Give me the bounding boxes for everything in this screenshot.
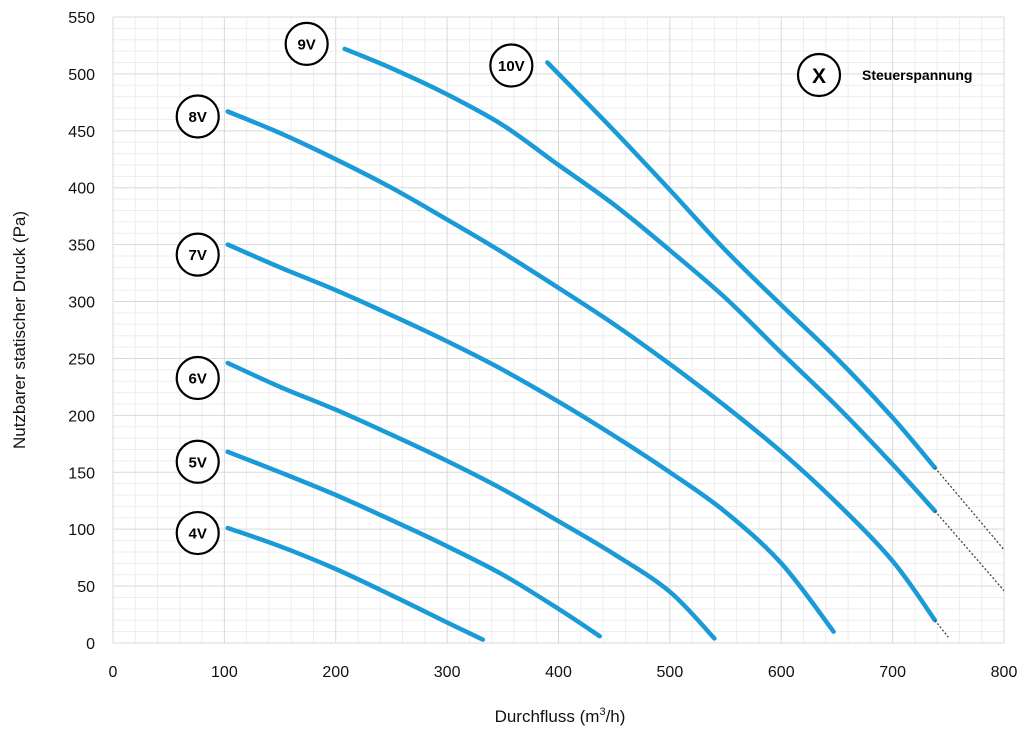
y-tick-label: 550 <box>68 10 95 27</box>
x-tick-label: 300 <box>434 664 461 681</box>
curve-6v <box>225 360 717 641</box>
curve-10v-extrapolation <box>934 467 1005 551</box>
y-tick-label: 350 <box>68 238 95 255</box>
curve-group <box>225 46 938 642</box>
curve-8v <box>225 109 938 623</box>
legend-symbol-circle <box>796 52 842 98</box>
y-tick-label: 250 <box>68 351 95 368</box>
curve-label-6v: 6V <box>175 355 220 401</box>
curve-label-circle <box>284 21 329 66</box>
y-tick-label: 150 <box>68 465 95 482</box>
y-tick-label: 300 <box>68 295 95 312</box>
curve-label-text: 9V <box>297 36 315 53</box>
y-tick-label: 0 <box>86 636 95 653</box>
curve-label-10v: 10V <box>489 43 534 88</box>
x-tick-label: 600 <box>768 664 795 681</box>
y-tick-label: 500 <box>68 67 95 84</box>
curve-label-circle <box>175 355 220 401</box>
y-axis-ticks: 0 50 100 150 200 250 300 350 400 450 500 550 <box>68 10 95 653</box>
curve-4v <box>225 525 486 642</box>
curve-label-circle <box>175 510 220 556</box>
x-tick-label: 700 <box>879 664 906 681</box>
curve-label-circle <box>175 94 220 139</box>
curve-label-text: 6V <box>189 371 207 388</box>
y-tick-label: 400 <box>68 181 95 198</box>
y-tick-label: 200 <box>68 408 95 425</box>
x-tick-label: 0 <box>109 664 118 681</box>
curve-label-text: 8V <box>189 109 207 126</box>
curve-label-9v: 9V <box>284 21 329 66</box>
curve-5v <box>225 449 602 639</box>
y-tick-label: 450 <box>68 124 95 141</box>
curve-label-text: 4V <box>189 526 207 543</box>
curve-label-5v: 5V <box>175 439 220 484</box>
curve-label-text: 7V <box>189 247 207 264</box>
curve-label-7v: 7V <box>175 232 220 277</box>
curve-9v-extrapolation <box>934 510 1005 592</box>
y-axis-label: Nutzbarer statischer Druck (Pa) <box>10 211 29 449</box>
curve-label-text: 5V <box>189 454 207 471</box>
curve-label-circle <box>489 43 534 88</box>
curve-label-circle <box>175 439 220 484</box>
x-tick-label: 800 <box>991 664 1018 681</box>
curve-label-circle <box>175 232 220 277</box>
y-tick-label: 100 <box>68 522 95 539</box>
curve-label-4v: 4V <box>175 510 220 556</box>
x-tick-label: 400 <box>545 664 572 681</box>
y-tick-label: 50 <box>77 579 95 596</box>
curve-10v <box>545 60 938 470</box>
legend: X Steuerspannung <box>796 52 972 98</box>
curve-label-8v: 8V <box>175 94 220 139</box>
x-tick-label: 100 <box>211 664 238 681</box>
curve-labels: 4V 5V 6V 7V 8V 9V 10V <box>175 21 534 556</box>
x-tick-label: 200 <box>322 664 349 681</box>
curve-9v <box>342 46 938 514</box>
curve-label-text: 10V <box>498 58 525 75</box>
x-axis-label: Durchfluss (m3/h) <box>495 706 626 726</box>
extrapolation-group <box>934 467 1005 638</box>
legend-symbol: X <box>812 65 826 88</box>
x-axis-ticks: 0 100 200 300 400 500 600 700 800 <box>109 664 1018 681</box>
x-tick-label: 500 <box>657 664 684 681</box>
legend-text: Steuerspannung <box>862 67 972 83</box>
curve-7v <box>225 242 836 634</box>
